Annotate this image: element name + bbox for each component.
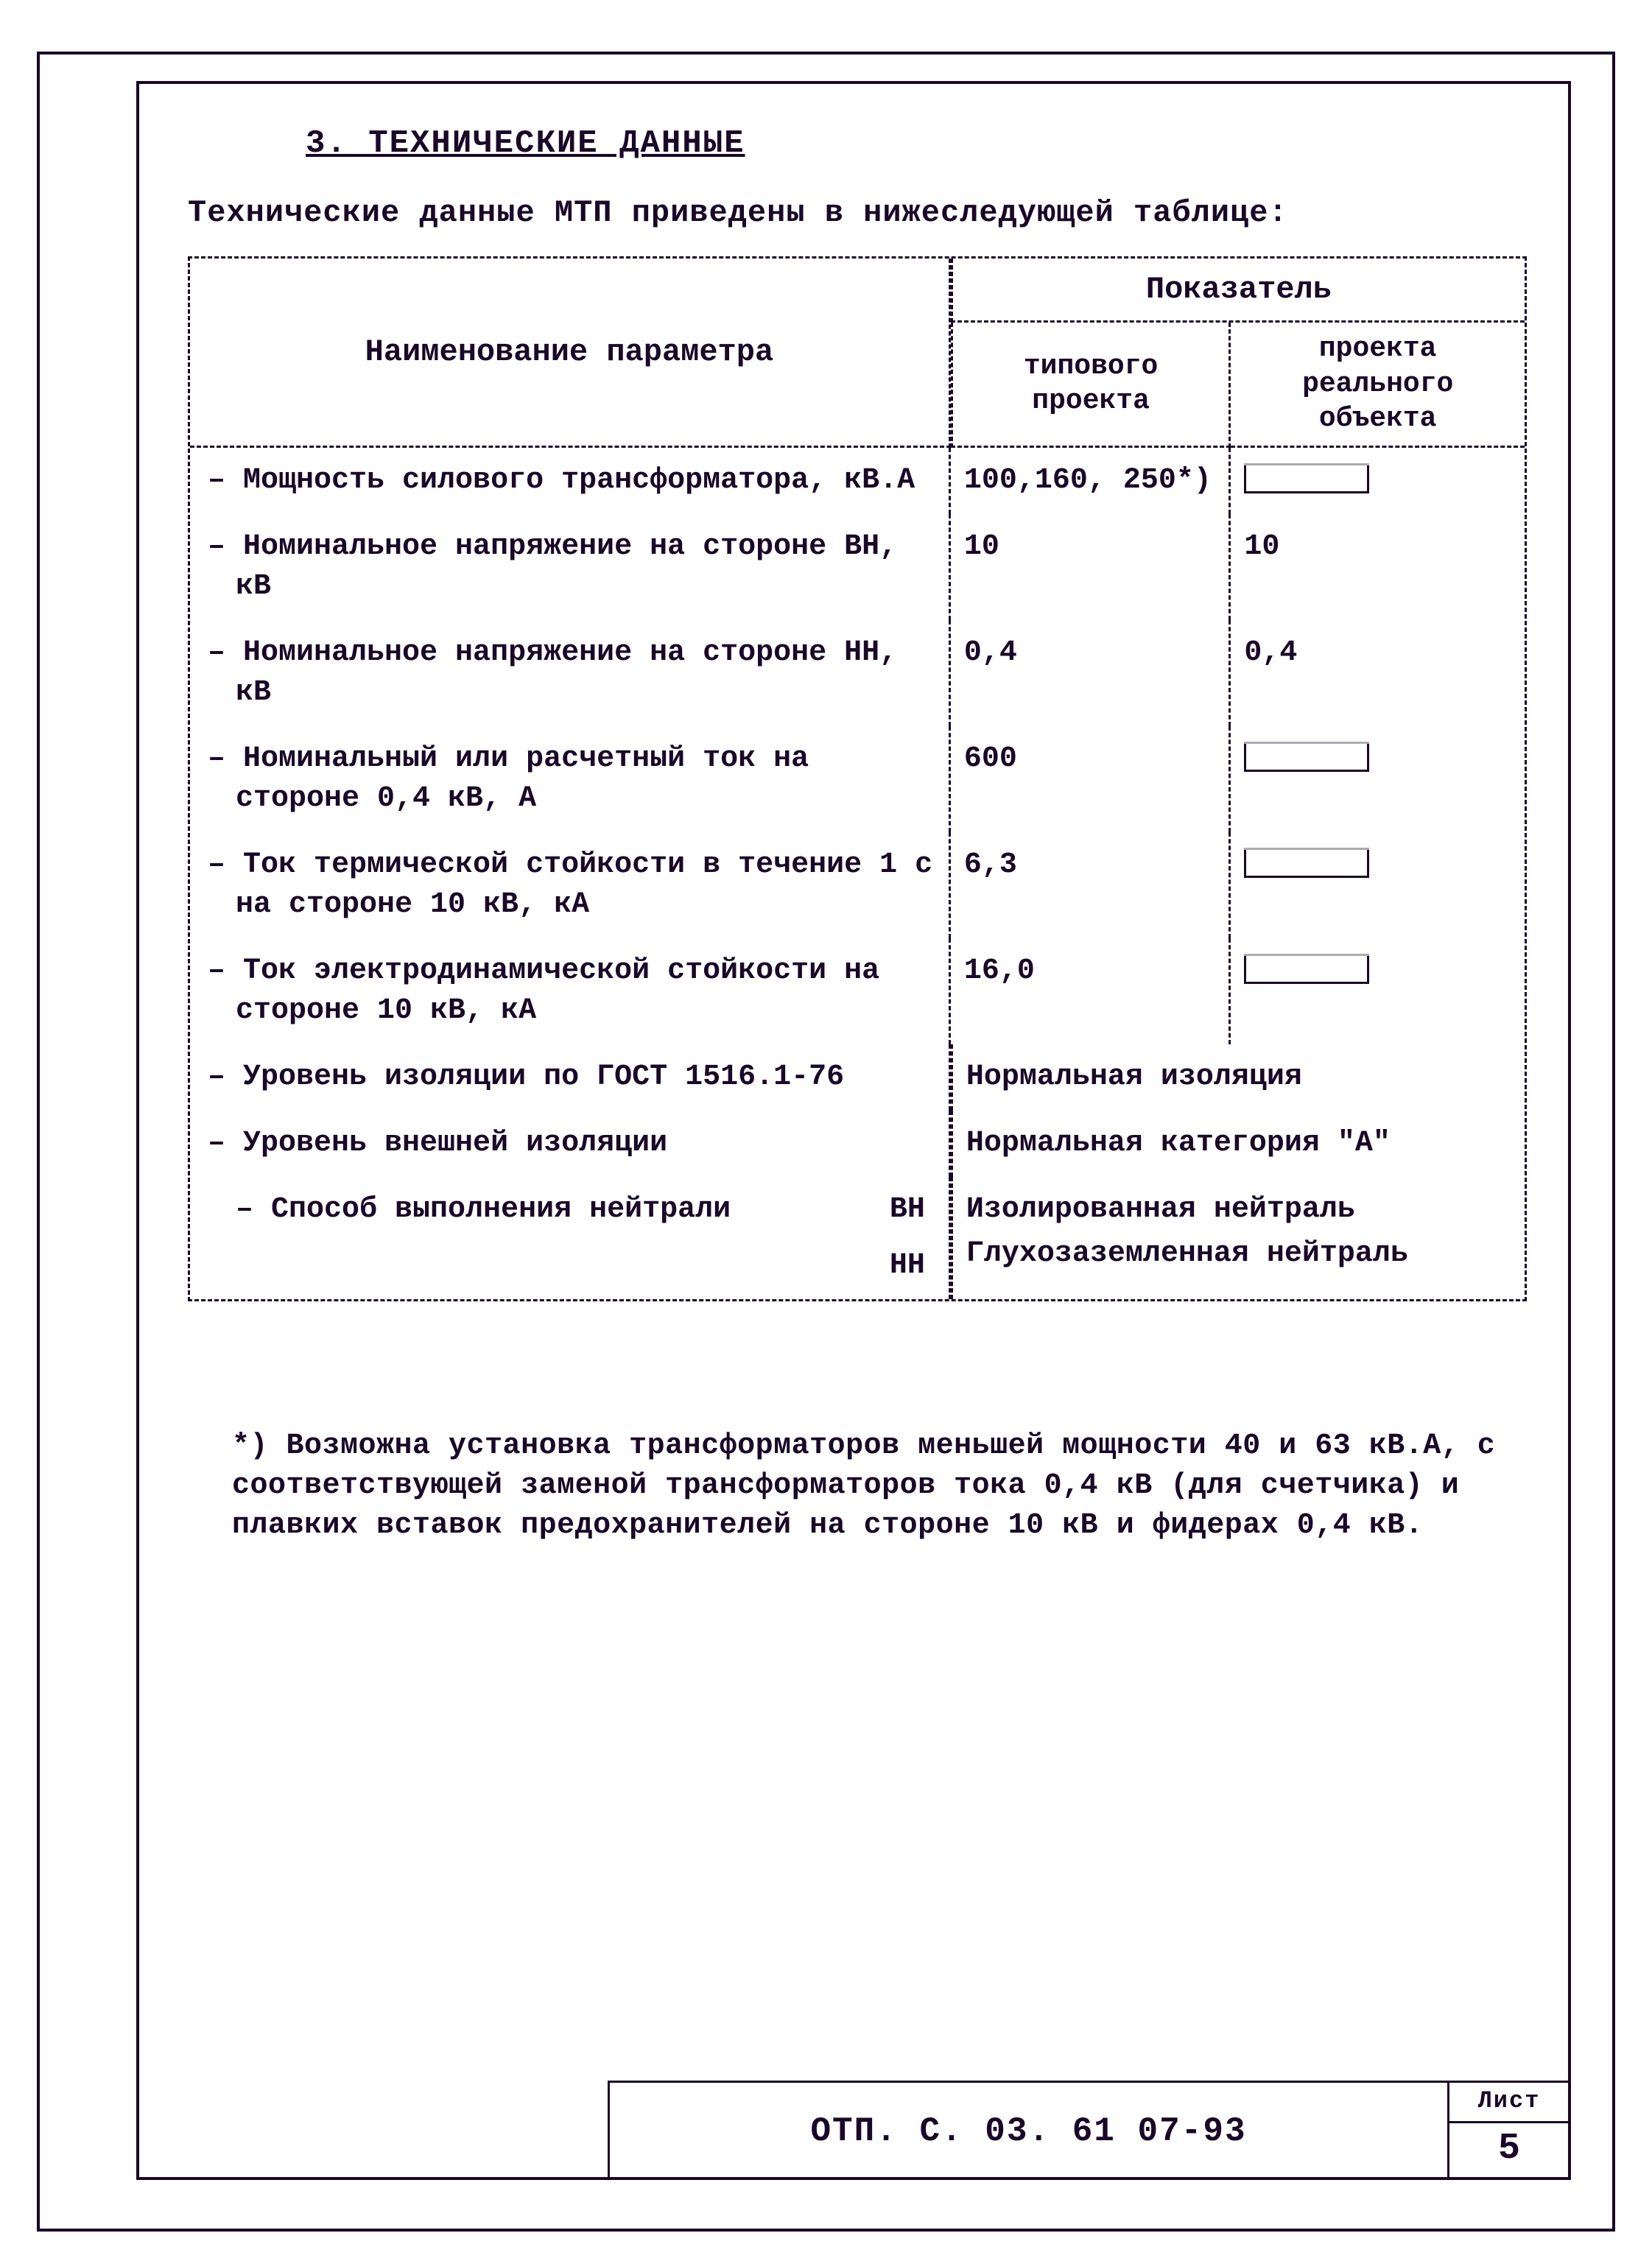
param-cell: – Номинальное напряжение на стороне НН, … [190, 620, 951, 726]
value-cell-real [1231, 726, 1525, 832]
footnote: *) Возможна установка трансформаторов ме… [232, 1427, 1519, 1546]
param-cell: – Мощность силового трансформатора, кВ.А [190, 448, 951, 514]
value-cell-typical: 6,3 [951, 832, 1231, 938]
subheader-real: проекта реального объекта [1231, 323, 1525, 448]
table-row: – Номинальное напряжение на стороне ВН, … [190, 514, 1525, 620]
param-cell: – Ток электродинамической стойкости на с… [190, 938, 951, 1044]
content-region: 3. ТЕХНИЧЕСКИЕ ДАННЫЕ Технические данные… [136, 81, 1571, 1568]
footer-page-label: Лист [1449, 2083, 1569, 2123]
table-body: – Мощность силового трансформатора, кВ.А… [190, 448, 1525, 1299]
blank-entry-box [1244, 850, 1369, 878]
param-cell: – Ток термической стойкости в течение 1 … [190, 832, 951, 938]
value-cell-span: Нормальная категория "А" [951, 1111, 1525, 1177]
table-row: – Номинальное напряжение на стороне НН, … [190, 620, 1525, 726]
footer-strip: ОТП. С. 03. 61 07-93 Лист 5 [136, 2070, 1571, 2180]
blank-entry-box [1244, 956, 1369, 984]
value-cell-real: 0,4 [1231, 620, 1525, 726]
section-title: 3. ТЕХНИЧЕСКИЕ ДАННЫЕ [306, 125, 1527, 162]
table-row: – Уровень внешней изоляцииНормальная кат… [190, 1111, 1525, 1177]
table-row: – Номинальный или расчетный ток на сторо… [190, 726, 1525, 832]
table-row: – Мощность силового трансформатора, кВ.А… [190, 448, 1525, 514]
value-cell-span: Изолированная нейтральГлухозаземленная н… [951, 1177, 1525, 1299]
value-cell-typical: 10 [951, 514, 1231, 620]
subheader-typical: типового проекта [951, 323, 1231, 448]
table-row: – Уровень изоляции по ГОСТ 1516.1-76Норм… [190, 1044, 1525, 1111]
value-cell-typical: 100,160, 250*) [951, 448, 1231, 514]
spec-table: Наименование параметра Показатель типово… [188, 256, 1527, 1301]
value-cell-real: 10 [1231, 514, 1525, 620]
value-cell-typical: 0,4 [951, 620, 1231, 726]
value-cell-typical: 600 [951, 726, 1231, 832]
header-value: Показатель [951, 259, 1525, 323]
table-row: – Способ выполнения нейтралиВНННИзолиров… [190, 1177, 1525, 1299]
param-cell: – Уровень внешней изоляции [190, 1111, 951, 1177]
table-row: – Ток термической стойкости в течение 1 … [190, 832, 1525, 938]
value-cell-real [1231, 448, 1525, 514]
value-cell-typical: 16,0 [951, 938, 1231, 1044]
footer-page-number: 5 [1449, 2123, 1569, 2170]
param-cell: – Уровень изоляции по ГОСТ 1516.1-76 [190, 1044, 951, 1111]
param-cell: – Номинальный или расчетный ток на сторо… [190, 726, 951, 832]
value-cell-span: Нормальная изоляция [951, 1044, 1525, 1111]
param-cell: – Номинальное напряжение на стороне ВН, … [190, 514, 951, 620]
blank-entry-box [1244, 744, 1369, 772]
footer-doc-code: ОТП. С. 03. 61 07-93 [608, 2081, 1449, 2180]
value-cell-real [1231, 832, 1525, 938]
value-cell-real [1231, 938, 1525, 1044]
intro-text: Технические данные МТП приведены в нижес… [188, 195, 1527, 231]
content-frame: 3. ТЕХНИЧЕСКИЕ ДАННЫЕ Технические данные… [136, 81, 1571, 2180]
footer-page-box: Лист 5 [1449, 2081, 1571, 2180]
header-parameter: Наименование параметра [190, 259, 951, 448]
blank-entry-box [1244, 465, 1369, 493]
param-cell: – Способ выполнения нейтралиВННН [190, 1177, 951, 1299]
table-header-row: Наименование параметра Показатель [190, 259, 1525, 323]
table-row: – Ток электродинамической стойкости на с… [190, 938, 1525, 1044]
